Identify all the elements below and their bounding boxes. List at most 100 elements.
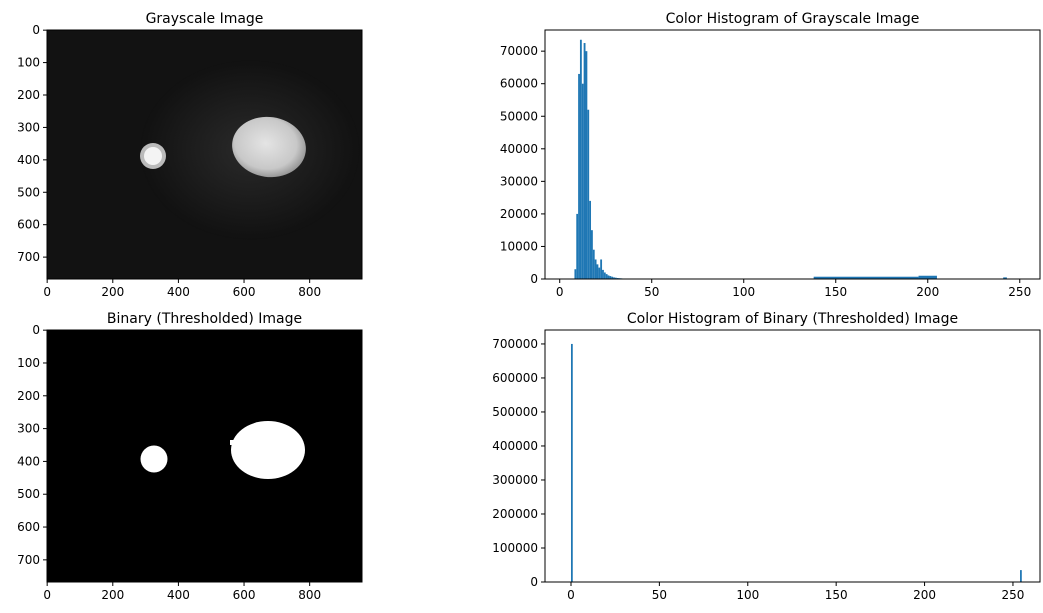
y-tick-label: 0 [530, 575, 538, 589]
histogram-bar [587, 109, 590, 280]
small-object [140, 445, 168, 473]
histogram-bar [574, 269, 577, 279]
y-tick-label: 70000 [500, 44, 538, 58]
histogram-bar [576, 213, 579, 279]
x-tick-label: 0 [567, 588, 575, 602]
y-tick-label: 500 [17, 185, 40, 199]
histogram-bar [1003, 277, 1007, 279]
y-tick-label: 0 [32, 23, 40, 37]
histogram-bar [918, 275, 937, 279]
histogram-bar [579, 39, 582, 279]
chart-title: Color Histogram of Grayscale Image [666, 11, 920, 27]
x-tick-label: 250 [1008, 285, 1031, 299]
y-tick-label: 500 [17, 487, 40, 501]
histogram-bar [585, 51, 588, 280]
histogram-bar [598, 267, 601, 279]
x-tick-label: 800 [298, 588, 321, 602]
y-tick-label: 200 [17, 88, 40, 102]
x-tick-label: 100 [736, 588, 759, 602]
histogram-bar [611, 276, 614, 279]
histogram-bar [581, 83, 584, 280]
small-object-core [144, 147, 162, 165]
y-tick-label: 200000 [492, 507, 538, 521]
histogram-bar [592, 249, 595, 279]
chart-title: Color Histogram of Binary (Thresholded) … [627, 311, 958, 327]
x-tick-label: 800 [298, 285, 321, 299]
histogram-bar [605, 274, 608, 279]
histogram-bar [603, 272, 606, 279]
x-tick-label: 50 [644, 285, 659, 299]
histogram-bar [570, 343, 573, 582]
y-tick-label: 300000 [492, 473, 538, 487]
object-notch [230, 440, 236, 445]
image-background [47, 330, 362, 582]
y-tick-label: 700 [17, 250, 40, 264]
x-tick-label: 100 [732, 285, 755, 299]
y-tick-label: 400 [17, 454, 40, 468]
y-tick-label: 100 [17, 356, 40, 370]
x-tick-label: 400 [167, 285, 190, 299]
y-tick-label: 700 [17, 553, 40, 567]
histogram-bar [613, 277, 615, 279]
axes-frame [544, 29, 1041, 280]
histogram-bar [583, 43, 586, 279]
x-tick-label: 200 [101, 588, 124, 602]
y-tick-label: 20000 [500, 207, 538, 221]
x-tick-label: 200 [913, 588, 936, 602]
binary-image [47, 330, 362, 582]
y-tick-label: 600 [17, 520, 40, 534]
histogram-bar [607, 275, 610, 279]
x-tick-label: 150 [825, 588, 848, 602]
x-tick-label: 200 [101, 285, 124, 299]
y-tick-label: 500000 [492, 405, 538, 419]
y-tick-label: 300 [17, 120, 40, 134]
x-tick-label: 150 [824, 285, 847, 299]
large-object [231, 421, 305, 479]
y-tick-label: 60000 [500, 77, 538, 91]
chart-title: Grayscale Image [146, 11, 264, 27]
y-tick-label: 40000 [500, 142, 538, 156]
y-tick-label: 0 [530, 272, 538, 286]
y-tick-label: 200 [17, 389, 40, 403]
y-tick-label: 600 [17, 218, 40, 232]
y-tick-label: 10000 [500, 239, 538, 253]
x-tick-label: 600 [233, 285, 256, 299]
chart-title: Binary (Thresholded) Image [107, 311, 302, 327]
histogram-bar [591, 230, 593, 279]
y-tick-label: 300 [17, 422, 40, 436]
axes-frame [46, 329, 363, 583]
histogram-bar [594, 259, 597, 279]
x-tick-label: 0 [43, 285, 51, 299]
y-tick-label: 30000 [500, 174, 538, 188]
histogram-bar [1020, 570, 1022, 582]
histogram-bar [609, 276, 612, 279]
histogram-bar [596, 264, 599, 279]
histogram-bar [578, 73, 580, 279]
y-tick-label: 0 [32, 323, 40, 337]
y-tick-label: 400 [17, 153, 40, 167]
histogram-bar [602, 269, 604, 279]
y-tick-label: 100 [17, 56, 40, 70]
axes-frame [46, 29, 363, 280]
axes-frame [544, 329, 1041, 583]
x-tick-label: 50 [652, 588, 667, 602]
large-object [232, 116, 306, 178]
x-tick-label: 600 [233, 588, 256, 602]
histogram-bar [813, 276, 919, 279]
histogram-bar [589, 200, 592, 279]
x-tick-label: 400 [167, 588, 190, 602]
x-tick-label: 200 [916, 285, 939, 299]
grayscale-image [47, 30, 362, 279]
y-tick-label: 700000 [492, 337, 538, 351]
histogram-bar [600, 259, 603, 279]
x-tick-label: 0 [556, 285, 564, 299]
y-tick-label: 50000 [500, 109, 538, 123]
y-tick-label: 100000 [492, 541, 538, 555]
histogram-bar [614, 277, 617, 279]
x-tick-label: 0 [43, 588, 51, 602]
y-tick-label: 600000 [492, 371, 538, 385]
y-tick-label: 400000 [492, 439, 538, 453]
x-tick-label: 250 [1001, 588, 1024, 602]
